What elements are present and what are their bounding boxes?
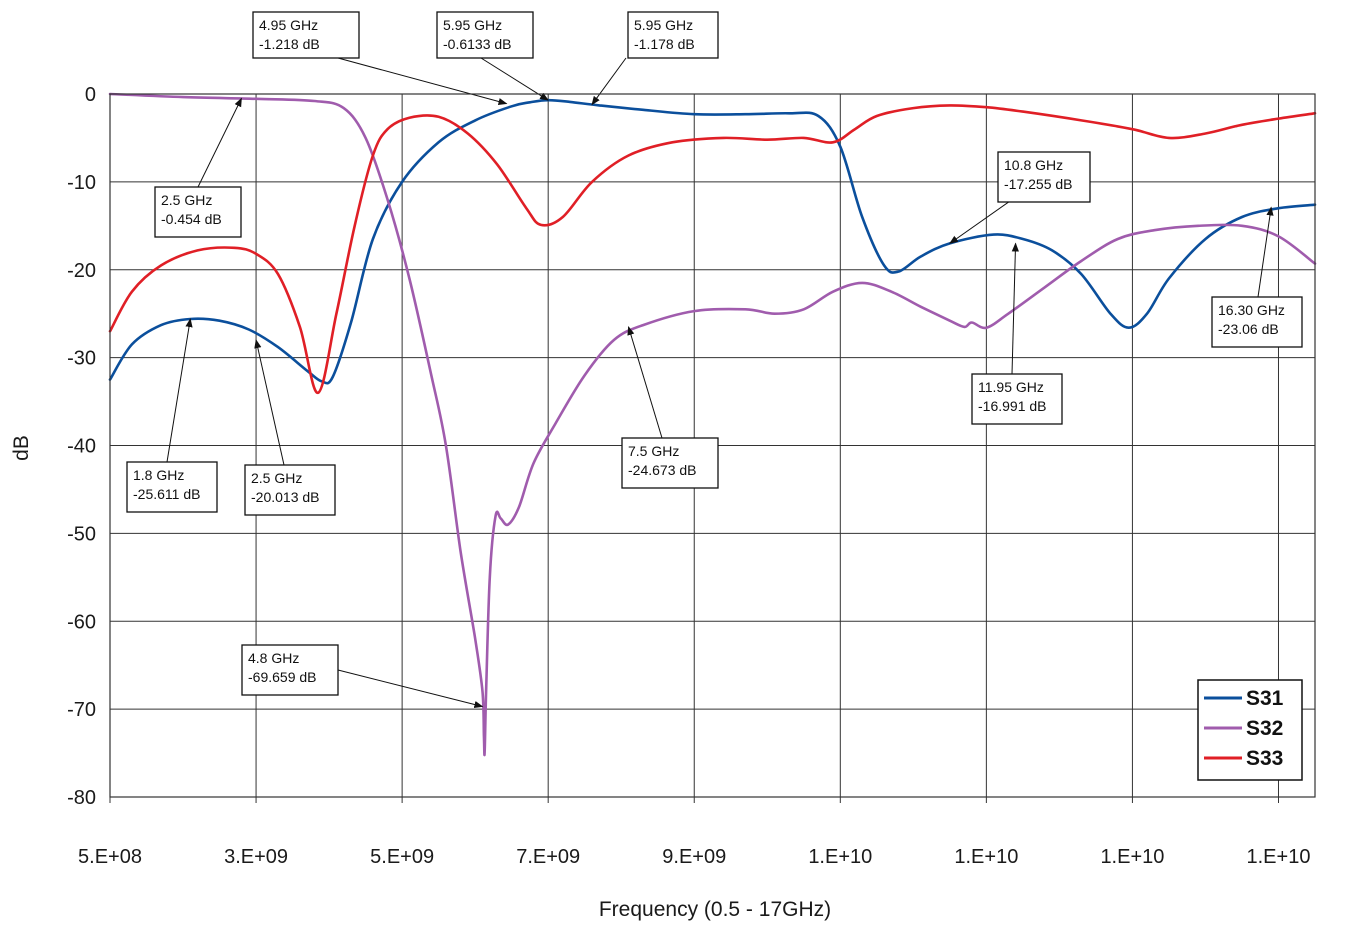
annotation-box [436,11,534,59]
annotation-text: -1.218 dB [259,36,320,52]
annotation-text: 10.8 GHz [1004,157,1063,173]
annotation-text: 4.8 GHz [248,650,299,666]
annotation-text: 11.95 GHz [978,379,1044,395]
y-tick-label: -10 [67,172,96,194]
annotation-callout: 4.95 GHz -1.218 dB [252,11,508,106]
annotation-text: -0.454 dB [161,211,222,227]
annotation-box [1211,296,1303,348]
legend-label: S33 [1246,747,1283,770]
annotation-text: -1.178 dB [634,36,695,52]
annotation-callout: 2.5 GHz -0.454 dB [154,97,242,238]
tick-labels: 0 -10 -20 -30 -40 -50 -60 -70 -80 5.E+08 3.E+09 5.E… [67,84,1310,868]
annotation-callout: 11.95 GHz -16.991 dB [971,242,1063,425]
annotation-text: -20.013 dB [251,489,320,505]
annotation-box [241,644,339,696]
plot-frame [109,93,1316,798]
annotation-box [627,11,719,59]
annotation-callout: 7.5 GHz -24.673 dB [621,326,719,489]
annotation-arrow [254,339,285,466]
annotation-text: 7.5 GHz [628,443,679,459]
x-tick-label: 7.E+09 [516,846,580,868]
annotation-text: -24.673 dB [628,462,697,478]
x-tick-label: 3.E+09 [224,846,288,868]
series-layer [108,92,1317,757]
annotation-box [154,186,242,238]
y-tick-label: -40 [67,436,96,458]
annotation-text: 16.30 GHz [1218,302,1285,318]
annotation-text: 4.95 GHz [259,17,318,33]
x-axis-title: Frequency (0.5 - 17GHz) [599,898,831,921]
annotation-text: -17.255 dB [1004,176,1073,192]
x-tick-label: 5.E+09 [370,846,434,868]
annotation-arrow [627,326,663,439]
annotation-text: 5.95 GHz [443,17,502,33]
legend-label: S32 [1246,717,1283,740]
annotations: 4.95 GHz-1.218 dB5.95 GHz-0.6133 dB5.95 … [126,11,1303,708]
series-line-s32 [108,92,1317,757]
series-line-s33 [108,104,1317,395]
legend: S31 S32 S33 [1197,679,1303,781]
annotation-arrow [480,57,549,101]
annotation-text: 2.5 GHz [161,192,212,208]
annotation-box [621,437,719,489]
annotation-text: 2.5 GHz [251,470,302,486]
x-tick-label: 1.E+10 [808,846,872,868]
annotation-arrow [1011,242,1019,375]
annotation-callout: 5.95 GHz -1.178 dB [591,11,719,106]
annotation-callout: 16.30 GHz -23.06 dB [1211,206,1303,348]
annotation-box [244,464,336,516]
annotation-callout: 2.5 GHz -20.013 dB [244,339,336,516]
x-tick-label: 9.E+09 [662,846,726,868]
legend-label: S31 [1246,687,1284,710]
annotation-arrow [337,57,508,106]
annotation-text: -0.6133 dB [443,36,512,52]
annotation-box [971,373,1063,425]
annotation-callout: 1.8 GHz -25.611 dB [126,318,218,513]
annotation-arrow [197,97,242,188]
y-tick-label: 0 [85,84,96,106]
annotation-text: -23.06 dB [1218,321,1279,337]
annotation-text: 5.95 GHz [634,17,693,33]
y-tick-label: -20 [67,260,96,282]
y-tick-label: -50 [67,523,96,545]
series-line-s31 [108,98,1317,385]
annotation-box [126,461,218,513]
annotation-box [252,11,360,59]
x-tick-label: 1.E+10 [1247,846,1311,868]
y-tick-label: -30 [67,348,96,370]
annotation-text: 1.8 GHz [133,467,184,483]
y-tick-label: -80 [67,787,96,809]
annotation-arrow [337,669,484,708]
y-axis-title: dB [10,435,33,461]
x-tick-label: 1.E+10 [954,846,1018,868]
annotation-text: -16.991 dB [978,398,1047,414]
annotation-arrow [166,318,193,463]
x-tick-label: 5.E+08 [78,846,142,868]
y-tick-label: -60 [67,611,96,633]
x-tick-label: 1.E+10 [1100,846,1164,868]
annotation-callout: 4.8 GHz -69.659 dB [241,644,484,708]
y-tick-label: -70 [67,699,96,721]
annotation-text: -69.659 dB [248,669,317,685]
annotation-box [997,151,1091,203]
annotation-text: -25.611 dB [133,486,200,502]
annotation-arrow [591,57,627,106]
annotation-callout: 5.95 GHz -0.6133 dB [436,11,549,101]
annotation-arrow [1257,206,1274,298]
annotation-callout: 10.8 GHz -17.255 dB [949,151,1091,244]
